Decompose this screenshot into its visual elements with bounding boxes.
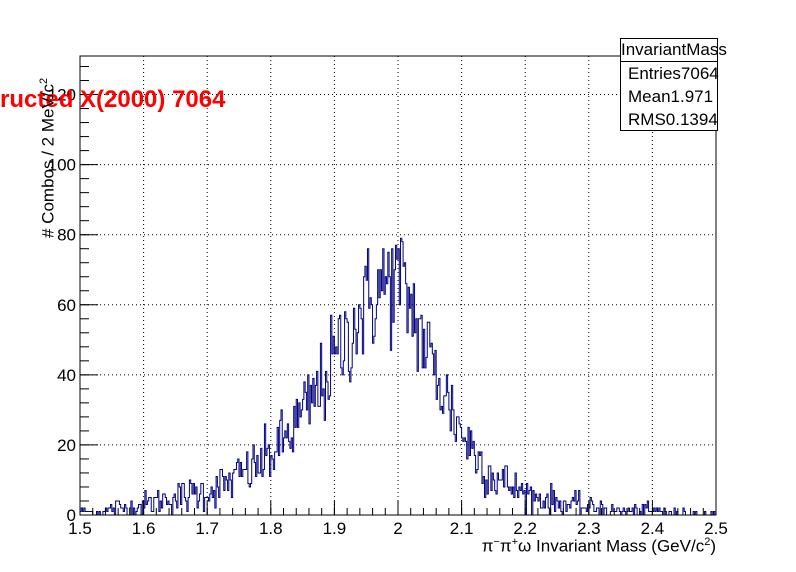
y-tick-label: 100 bbox=[48, 156, 76, 175]
grid-lines bbox=[80, 56, 716, 515]
x-tick-label: 2.2 bbox=[513, 519, 537, 538]
x-axis-title: π−π+ω Invariant Mass (GeV/c2) bbox=[481, 536, 716, 556]
y-axis: 0 20 40 60 80 100 120 bbox=[48, 66, 98, 525]
x-axis: 1.5 1.6 1.7 1.8 1.9 2 2.1 2.2 2.3 2.4 2.5 bbox=[68, 501, 728, 538]
y-axis-title: # Combos / 2 MeV/c2 bbox=[38, 77, 58, 238]
x-tick-label: 2.1 bbox=[450, 519, 474, 538]
histogram-line bbox=[79, 237, 716, 516]
stats-row-entries: Entries 7064 bbox=[628, 64, 719, 83]
x-tick-label: 1.8 bbox=[259, 519, 283, 538]
stats-row-rms: RMS 0.1394 bbox=[628, 110, 718, 129]
x-tick-label: 2 bbox=[393, 519, 402, 538]
x-tick-label: 1.6 bbox=[132, 519, 156, 538]
y-tick-label: 20 bbox=[57, 436, 76, 455]
stats-box: InvariantMass Entries 7064 Mean 1.971 RMS 0… bbox=[620, 38, 727, 131]
y-tick-label: 0 bbox=[67, 506, 76, 525]
overlay-title: ructed X(2000) 7064 bbox=[0, 86, 226, 113]
y-tick-label: 60 bbox=[57, 296, 76, 315]
stats-title: InvariantMass bbox=[621, 39, 727, 62]
x-tick-label: 1.7 bbox=[195, 519, 219, 538]
y-tick-label: 40 bbox=[57, 366, 76, 385]
x-tick-label: 2.3 bbox=[577, 519, 601, 538]
y-tick-label: 80 bbox=[57, 226, 76, 245]
x-tick-label: 2.5 bbox=[704, 519, 728, 538]
histogram-series bbox=[79, 237, 716, 516]
x-tick-label: 2.4 bbox=[641, 519, 665, 538]
x-tick-label: 1.9 bbox=[323, 519, 347, 538]
x-tick-label: 1.5 bbox=[68, 519, 92, 538]
y-tick-label: 120 bbox=[48, 86, 76, 105]
stats-row-mean: Mean 1.971 bbox=[628, 87, 714, 106]
